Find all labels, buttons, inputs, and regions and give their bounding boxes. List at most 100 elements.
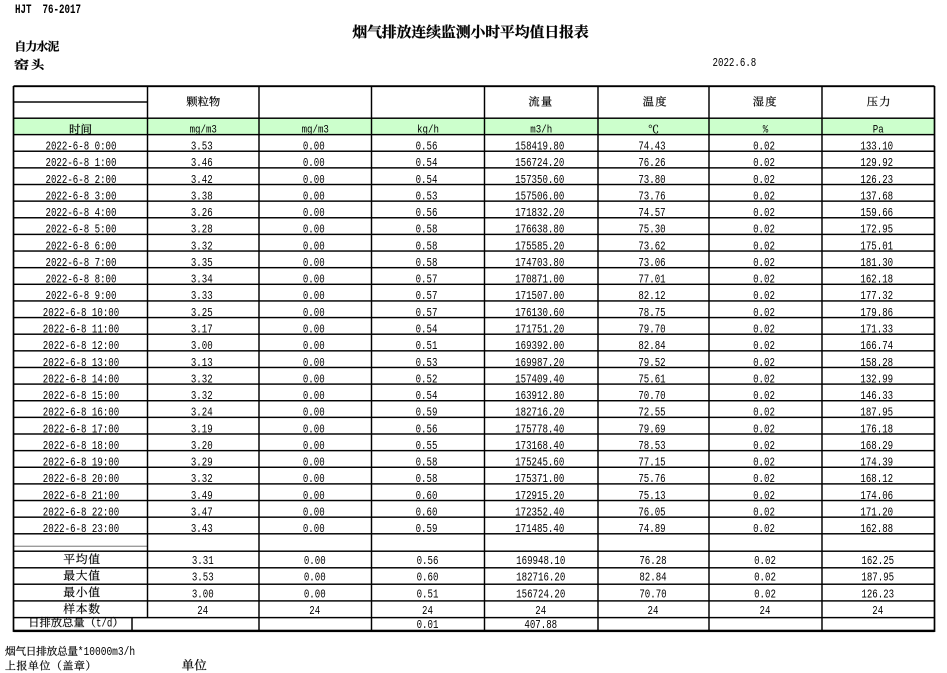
svg-text:2022-6-8 1:00: 2022-6-8 1:00 — [46, 156, 117, 170]
svg-text:0.02: 0.02 — [753, 406, 775, 420]
svg-text:0.58: 0.58 — [416, 256, 438, 270]
svg-text:176638.80: 176638.80 — [515, 223, 564, 237]
svg-text:2022-6-8 8:00: 2022-6-8 8:00 — [46, 273, 117, 287]
svg-text:177.32: 177.32 — [860, 289, 893, 303]
svg-text:2022-6-8 12:00: 2022-6-8 12:00 — [43, 339, 119, 353]
svg-text:0.00: 0.00 — [303, 372, 325, 386]
svg-text:24: 24 — [760, 604, 771, 618]
svg-text:171485.40: 171485.40 — [515, 522, 564, 536]
svg-text:0.60: 0.60 — [416, 505, 438, 519]
svg-text:179.86: 179.86 — [860, 306, 893, 320]
svg-text:0.02: 0.02 — [753, 173, 775, 187]
svg-text:0.00: 0.00 — [303, 140, 325, 154]
svg-text:0.00: 0.00 — [303, 173, 325, 187]
svg-text:2022-6-8 19:00: 2022-6-8 19:00 — [43, 456, 119, 470]
svg-text:0.00: 0.00 — [304, 554, 326, 568]
svg-text:0.00: 0.00 — [303, 406, 325, 420]
svg-text:162.88: 162.88 — [860, 522, 893, 536]
svg-text:79.52: 79.52 — [638, 356, 665, 370]
svg-text:0.02: 0.02 — [753, 289, 775, 303]
svg-text:0.00: 0.00 — [303, 156, 325, 170]
svg-text:3.38: 3.38 — [191, 189, 213, 203]
svg-text:2022.6.8: 2022.6.8 — [713, 56, 757, 70]
svg-text:0.00: 0.00 — [303, 223, 325, 237]
svg-text:0.02: 0.02 — [753, 206, 775, 220]
svg-text:3.00: 3.00 — [192, 587, 214, 601]
svg-text:3.00: 3.00 — [191, 339, 213, 353]
svg-text:0.02: 0.02 — [753, 256, 775, 270]
svg-text:2022-6-8 2:00: 2022-6-8 2:00 — [46, 173, 117, 187]
svg-text:0.02: 0.02 — [753, 323, 775, 337]
svg-text:0.02: 0.02 — [754, 587, 776, 601]
svg-text:2022-6-8 5:00: 2022-6-8 5:00 — [46, 223, 117, 237]
svg-text:0.02: 0.02 — [753, 273, 775, 287]
svg-text:Pa: Pa — [873, 124, 884, 136]
svg-text:171.20: 171.20 — [860, 505, 893, 519]
svg-text:171.33: 171.33 — [860, 323, 893, 337]
svg-text:2022-6-8 21:00: 2022-6-8 21:00 — [43, 489, 119, 503]
svg-text:175585.20: 175585.20 — [515, 239, 564, 253]
svg-text:137.68: 137.68 — [860, 189, 893, 203]
svg-text:0.56: 0.56 — [416, 422, 438, 436]
svg-text:75.76: 75.76 — [638, 472, 665, 486]
svg-text:3.20: 3.20 — [191, 439, 213, 453]
svg-text:82.84: 82.84 — [639, 571, 666, 585]
svg-text:0.00: 0.00 — [303, 456, 325, 470]
svg-text:0.00: 0.00 — [303, 189, 325, 203]
svg-text:3.32: 3.32 — [191, 239, 213, 253]
svg-text:72.55: 72.55 — [638, 406, 665, 420]
svg-text:0.56: 0.56 — [416, 206, 438, 220]
svg-text:0.00: 0.00 — [303, 389, 325, 403]
svg-text:73.62: 73.62 — [638, 239, 665, 253]
svg-text:0.00: 0.00 — [304, 587, 326, 601]
svg-text:0.02: 0.02 — [753, 439, 775, 453]
svg-text:0.00: 0.00 — [303, 206, 325, 220]
svg-text:82.84: 82.84 — [638, 339, 665, 353]
svg-text:133.10: 133.10 — [860, 140, 893, 154]
svg-text:0.51: 0.51 — [416, 339, 438, 353]
svg-text:79.69: 79.69 — [638, 422, 665, 436]
svg-text:0.00: 0.00 — [303, 522, 325, 536]
svg-text:0.02: 0.02 — [753, 456, 775, 470]
svg-text:0.00: 0.00 — [303, 489, 325, 503]
svg-text:187.95: 187.95 — [860, 406, 893, 420]
svg-text:2022-6-8 20:00: 2022-6-8 20:00 — [43, 472, 119, 486]
svg-text:129.92: 129.92 — [860, 156, 893, 170]
svg-text:158.28: 158.28 — [860, 356, 893, 370]
svg-text:0.02: 0.02 — [753, 422, 775, 436]
svg-text:170871.00: 170871.00 — [515, 273, 564, 287]
svg-text:mg/m3: mg/m3 — [190, 124, 217, 136]
svg-text:3.34: 3.34 — [191, 273, 213, 287]
svg-text:2022-6-8 3:00: 2022-6-8 3:00 — [46, 189, 117, 203]
svg-text:0.52: 0.52 — [416, 372, 438, 386]
svg-text:3.46: 3.46 — [191, 156, 213, 170]
svg-text:172352.40: 172352.40 — [515, 505, 564, 519]
svg-text:169948.10: 169948.10 — [516, 554, 565, 568]
svg-text:2022-6-8 17:00: 2022-6-8 17:00 — [43, 422, 119, 436]
svg-text:73.80: 73.80 — [638, 173, 665, 187]
svg-text:0.58: 0.58 — [416, 472, 438, 486]
svg-text:0.02: 0.02 — [753, 339, 775, 353]
svg-text:3.28: 3.28 — [191, 223, 213, 237]
svg-text:24: 24 — [648, 604, 659, 618]
svg-text:2022-6-8 10:00: 2022-6-8 10:00 — [43, 306, 119, 320]
svg-text:175778.40: 175778.40 — [515, 422, 564, 436]
svg-text:2022-6-8 15:00: 2022-6-8 15:00 — [43, 389, 119, 403]
svg-text:0.00: 0.00 — [303, 422, 325, 436]
svg-text:78.53: 78.53 — [638, 439, 665, 453]
svg-text:0.00: 0.00 — [303, 505, 325, 519]
svg-text:126.23: 126.23 — [861, 587, 894, 601]
svg-text:0.54: 0.54 — [416, 389, 438, 403]
svg-text:0.02: 0.02 — [753, 306, 775, 320]
svg-text:0.58: 0.58 — [416, 239, 438, 253]
svg-text:0.56: 0.56 — [416, 140, 438, 154]
svg-text:0.02: 0.02 — [754, 554, 776, 568]
svg-text:168.29: 168.29 — [860, 439, 893, 453]
svg-text:0.00: 0.00 — [303, 306, 325, 320]
svg-text:0.00: 0.00 — [303, 323, 325, 337]
svg-text:169392.00: 169392.00 — [515, 339, 564, 353]
svg-text:24: 24 — [197, 604, 208, 618]
svg-text:0.56: 0.56 — [417, 554, 439, 568]
svg-text:0.00: 0.00 — [303, 356, 325, 370]
svg-text:2022-6-8 6:00: 2022-6-8 6:00 — [46, 239, 117, 253]
